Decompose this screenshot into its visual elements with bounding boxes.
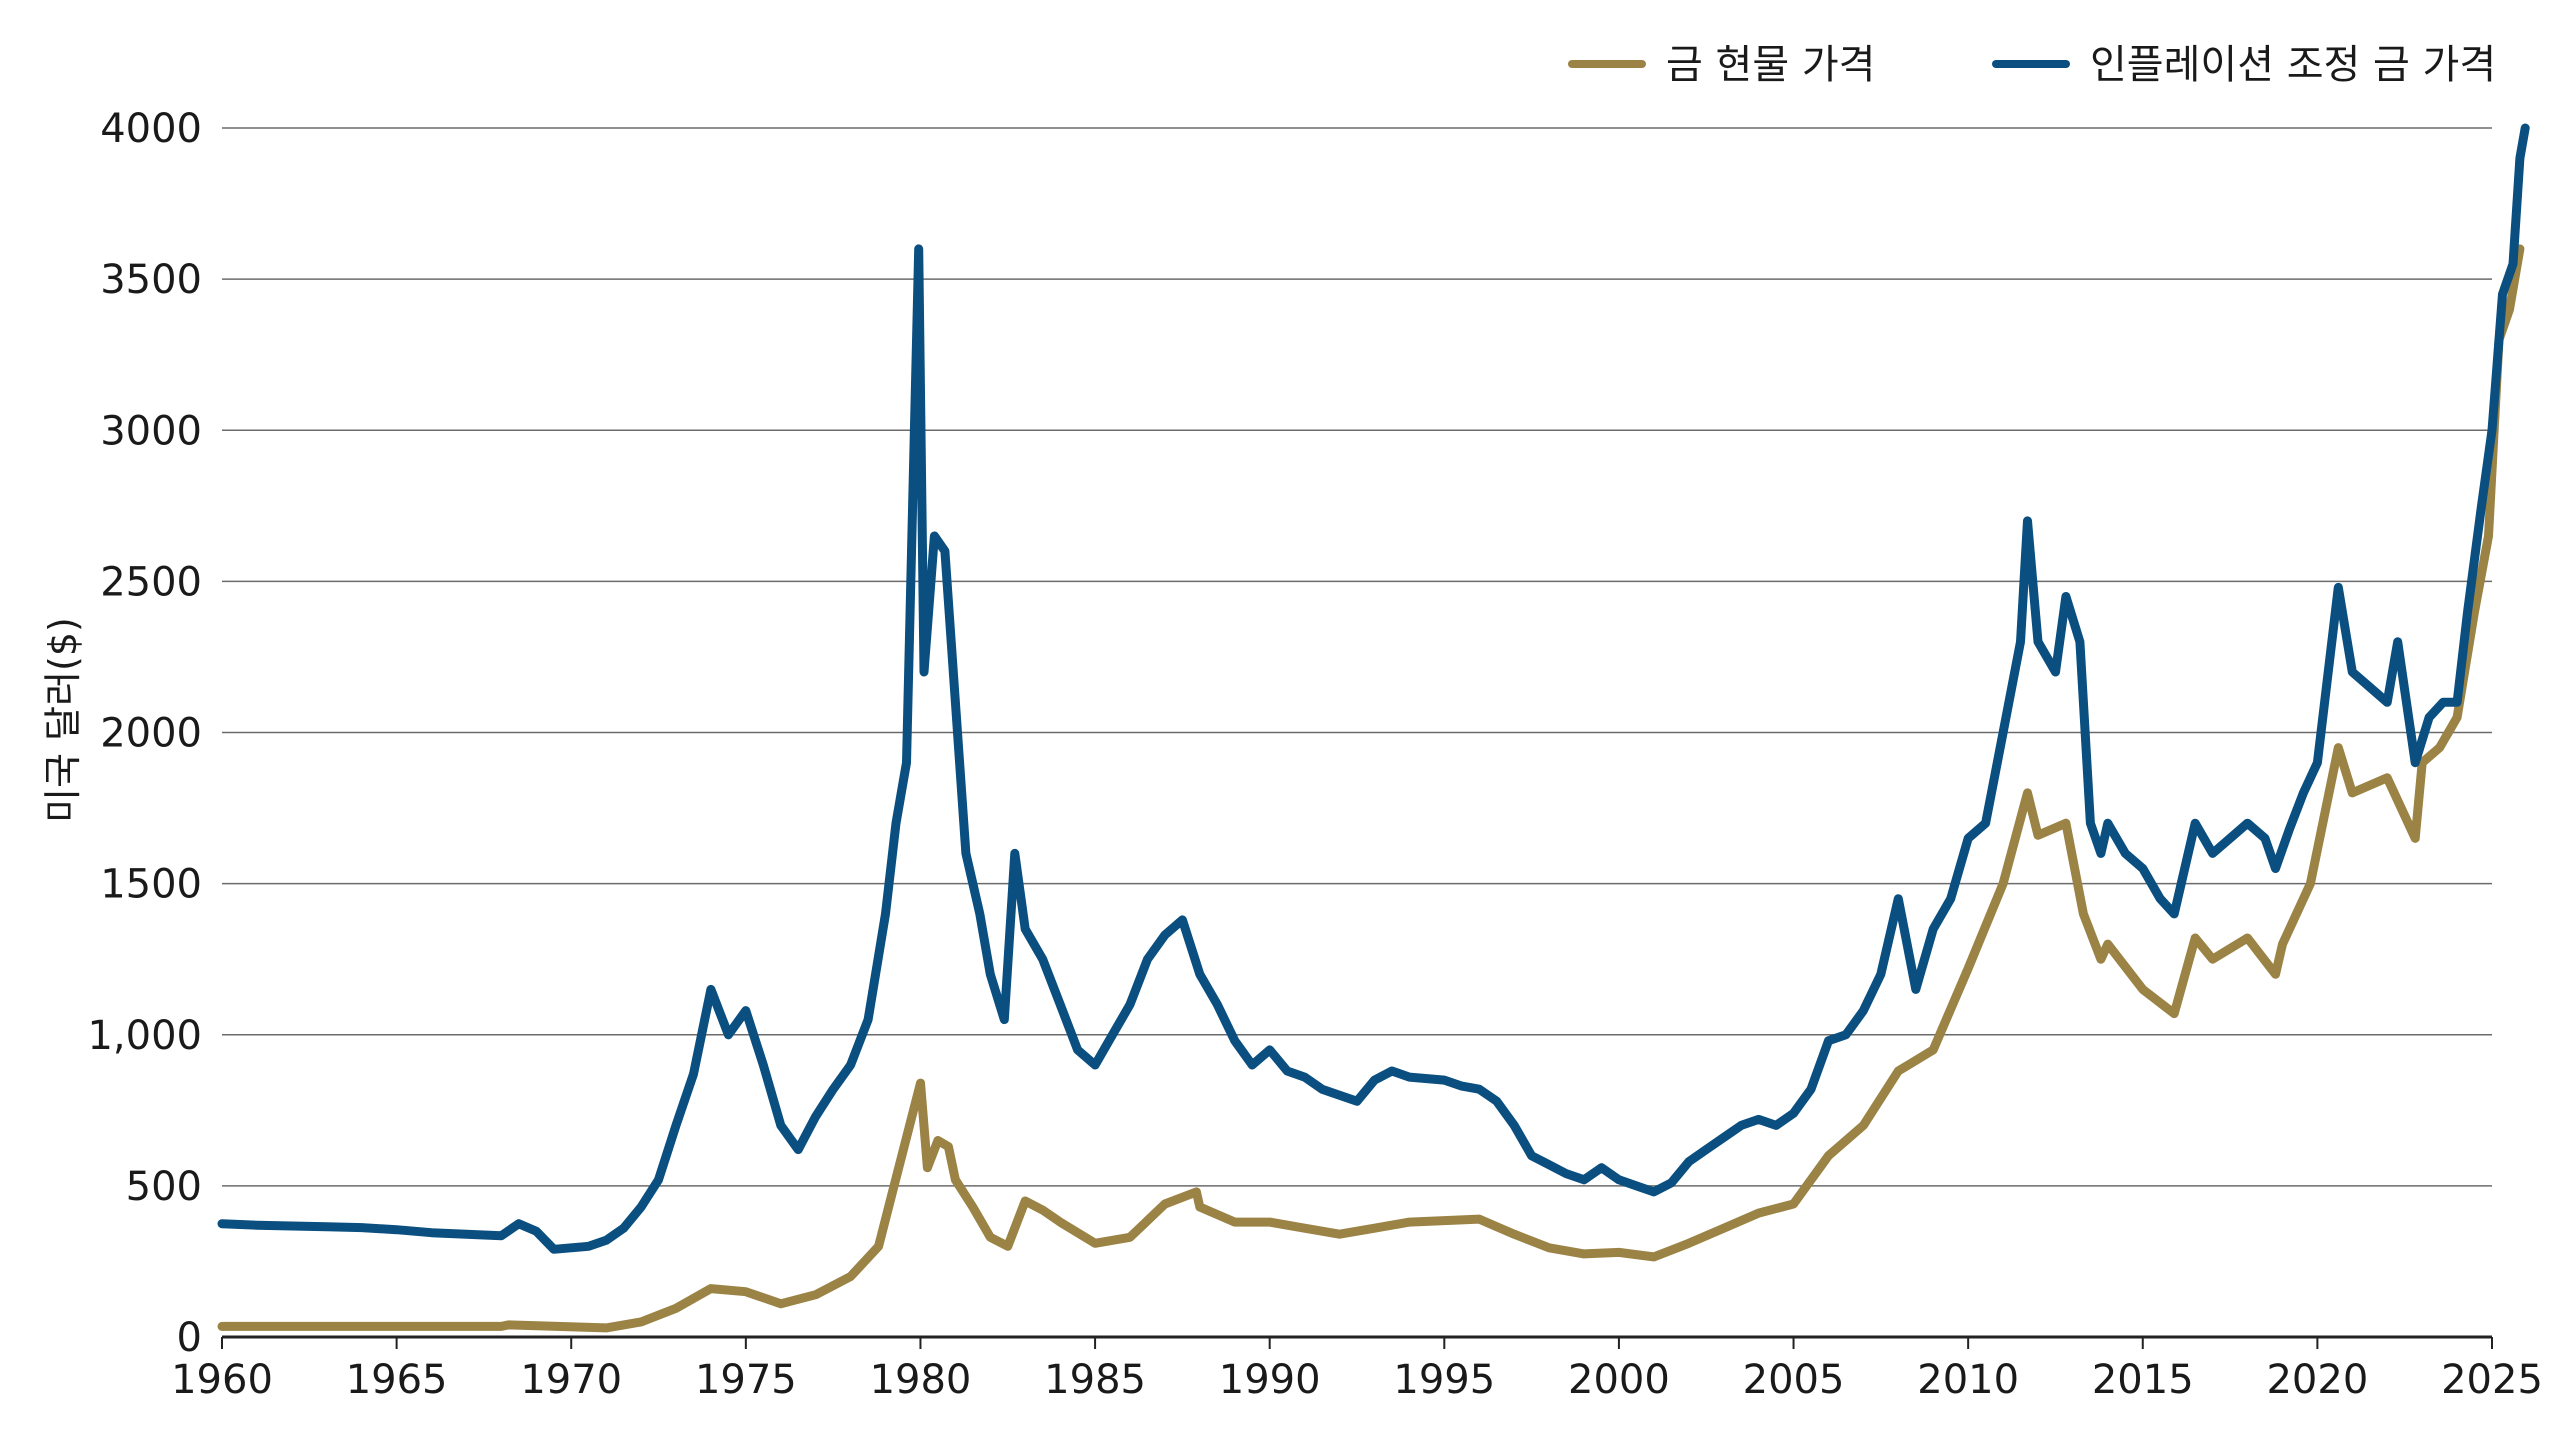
y-tick-label: 4000 [100,106,202,152]
legend-label-0: 금 현물 가격 [1666,42,1875,88]
y-tick-label: 500 [126,1164,202,1210]
y-tick-label: 2500 [100,559,202,605]
x-tick-label: 1980 [870,1357,972,1403]
y-tick-label: 1,000 [87,1013,202,1059]
x-tick-label: 1990 [1219,1357,1321,1403]
x-tick-label: 1985 [1044,1357,1146,1403]
y-tick-label: 2000 [100,711,202,757]
x-tick-label: 2005 [1743,1357,1845,1403]
x-tick-label: 2025 [2441,1357,2543,1403]
gridlines [222,127,2492,1187]
y-axis-title: 미국 달러($) [41,617,85,823]
x-tick-label: 1975 [695,1357,797,1403]
x-tick-label: 2010 [1917,1357,2019,1403]
y-tick-label: 1500 [100,862,202,908]
legend: 금 현물 가격 인플레이션 조정 금 가격 [1568,42,2496,88]
x-tick-label: 1965 [346,1357,448,1403]
x-tick-label: 1970 [520,1357,622,1403]
y-tick-label: 0 [177,1315,202,1361]
axes: 0 500 1,000 1500 2000 2500 3000 3500 4000 1960 196… [87,106,2542,1403]
series-line-1 [217,123,2530,1254]
y-tick-label: 3000 [100,408,202,454]
x-tick-label: 1995 [1393,1357,1495,1403]
legend-label-1: 인플레이션 조정 금 가격 [2090,42,2496,88]
y-tick-label: 3500 [100,257,202,303]
x-tick-label: 2020 [2266,1357,2368,1403]
series-line-0 [217,244,2525,1333]
x-tick-label: 1960 [171,1357,273,1403]
x-tick-label: 2000 [1568,1357,1670,1403]
series-lines [217,123,2530,1333]
x-tick-label: 2015 [2092,1357,2194,1403]
